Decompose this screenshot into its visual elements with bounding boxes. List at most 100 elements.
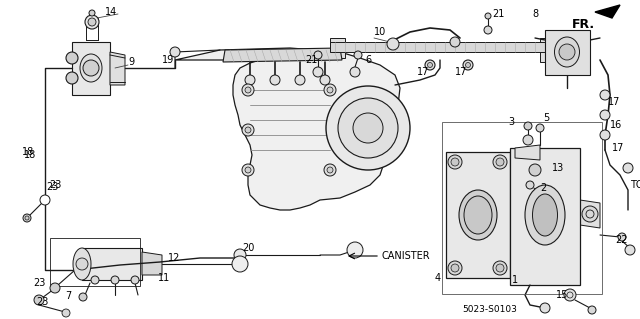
Circle shape — [523, 135, 533, 145]
Circle shape — [242, 124, 254, 136]
Polygon shape — [142, 252, 162, 275]
Circle shape — [40, 195, 50, 205]
Polygon shape — [595, 5, 620, 18]
Text: 13: 13 — [552, 163, 564, 173]
Circle shape — [484, 26, 492, 34]
Circle shape — [242, 84, 254, 96]
Circle shape — [347, 242, 363, 258]
Polygon shape — [520, 162, 550, 178]
Circle shape — [324, 164, 336, 176]
Circle shape — [425, 60, 435, 70]
Circle shape — [89, 10, 95, 16]
Circle shape — [270, 75, 280, 85]
Text: 7: 7 — [65, 291, 71, 301]
Ellipse shape — [554, 37, 579, 67]
Circle shape — [496, 264, 504, 272]
Text: FR.: FR. — [572, 18, 595, 31]
Circle shape — [76, 258, 88, 270]
Circle shape — [242, 164, 254, 176]
Polygon shape — [72, 42, 110, 95]
Circle shape — [326, 86, 410, 170]
Circle shape — [91, 276, 99, 284]
Circle shape — [353, 113, 383, 143]
Circle shape — [600, 130, 610, 140]
Ellipse shape — [459, 190, 497, 240]
Circle shape — [314, 51, 322, 59]
Circle shape — [546, 48, 554, 56]
Circle shape — [313, 67, 323, 77]
Circle shape — [559, 44, 575, 60]
Text: 4: 4 — [435, 273, 441, 283]
Circle shape — [428, 63, 433, 68]
Circle shape — [170, 47, 180, 57]
Polygon shape — [82, 248, 142, 280]
Polygon shape — [110, 52, 125, 85]
Circle shape — [245, 75, 255, 85]
Circle shape — [320, 75, 330, 85]
Ellipse shape — [525, 185, 565, 245]
Polygon shape — [223, 48, 342, 62]
Circle shape — [625, 245, 635, 255]
Circle shape — [232, 256, 248, 272]
Circle shape — [588, 306, 596, 314]
Text: 19: 19 — [162, 55, 174, 65]
Circle shape — [245, 87, 251, 93]
Circle shape — [582, 206, 598, 222]
Circle shape — [451, 264, 459, 272]
Text: 10: 10 — [374, 27, 387, 37]
Circle shape — [34, 295, 44, 305]
Circle shape — [493, 261, 507, 275]
Circle shape — [600, 110, 610, 120]
Text: 18: 18 — [22, 147, 34, 157]
Text: 14: 14 — [105, 7, 117, 17]
Text: 23: 23 — [46, 182, 58, 192]
Circle shape — [50, 283, 60, 293]
Circle shape — [493, 155, 507, 169]
Polygon shape — [446, 152, 510, 278]
Ellipse shape — [532, 194, 557, 236]
Text: 23: 23 — [36, 297, 49, 307]
Bar — [442, 122, 602, 294]
Circle shape — [546, 38, 554, 46]
Text: 3: 3 — [508, 117, 514, 127]
Text: 9: 9 — [128, 57, 134, 67]
Text: 17: 17 — [417, 67, 429, 77]
Circle shape — [354, 51, 362, 59]
Circle shape — [234, 249, 246, 261]
Polygon shape — [510, 148, 580, 285]
Circle shape — [350, 67, 360, 77]
Circle shape — [540, 303, 550, 313]
Circle shape — [111, 276, 119, 284]
Circle shape — [66, 52, 78, 64]
Polygon shape — [515, 145, 540, 160]
Circle shape — [496, 158, 504, 166]
Circle shape — [245, 167, 251, 173]
Text: 2: 2 — [540, 183, 547, 193]
Text: 5023-S0103: 5023-S0103 — [463, 306, 517, 315]
Text: 1: 1 — [512, 275, 518, 285]
Circle shape — [536, 124, 544, 132]
Polygon shape — [540, 38, 558, 62]
Circle shape — [83, 60, 99, 76]
Circle shape — [245, 127, 251, 133]
Text: TO PURGE JOINT: TO PURGE JOINT — [630, 180, 640, 190]
Polygon shape — [175, 48, 400, 210]
Text: 17: 17 — [608, 97, 620, 107]
Text: 23: 23 — [34, 278, 46, 288]
Text: 18: 18 — [24, 150, 36, 160]
Circle shape — [295, 75, 305, 85]
Circle shape — [618, 233, 626, 241]
Text: 11: 11 — [158, 273, 170, 283]
Circle shape — [600, 90, 610, 100]
Text: CANISTER: CANISTER — [382, 251, 431, 261]
Text: 8: 8 — [532, 9, 538, 19]
Circle shape — [88, 18, 96, 26]
Text: 16: 16 — [610, 120, 622, 130]
Text: 6: 6 — [365, 55, 371, 65]
Circle shape — [564, 289, 576, 301]
Circle shape — [338, 98, 398, 158]
Text: 21: 21 — [305, 55, 317, 65]
Circle shape — [79, 293, 87, 301]
Polygon shape — [545, 30, 590, 75]
Circle shape — [448, 261, 462, 275]
